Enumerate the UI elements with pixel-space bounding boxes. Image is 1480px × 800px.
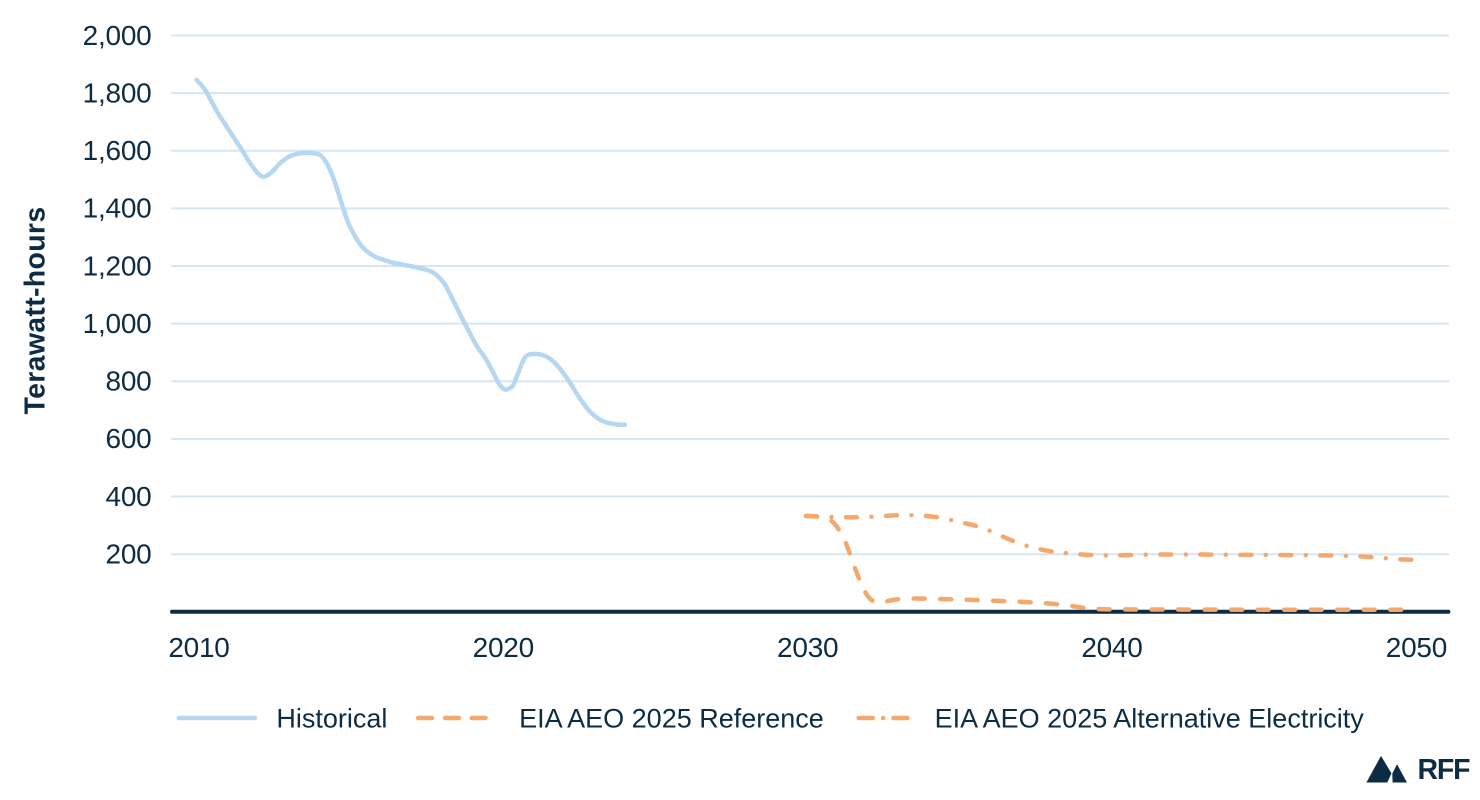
svg-text:1,200: 1,200 [83, 250, 152, 281]
svg-text:EIA AEO 2025 Alternative Elect: EIA AEO 2025 Alternative Electricity [935, 704, 1365, 734]
svg-text:600: 600 [106, 423, 152, 454]
svg-text:400: 400 [106, 481, 152, 512]
svg-text:800: 800 [106, 366, 152, 397]
svg-text:1,600: 1,600 [83, 135, 152, 166]
svg-text:RFF: RFF [1418, 754, 1471, 786]
svg-text:200: 200 [106, 539, 152, 570]
svg-text:2030: 2030 [777, 632, 838, 663]
svg-text:1,800: 1,800 [83, 77, 152, 108]
svg-text:Terawatt-hours: Terawatt-hours [20, 207, 52, 415]
svg-text:2020: 2020 [473, 632, 534, 663]
svg-text:2040: 2040 [1081, 632, 1142, 663]
svg-text:Historical: Historical [276, 704, 387, 734]
svg-text:2010: 2010 [168, 632, 229, 663]
svg-text:1,000: 1,000 [83, 308, 152, 339]
svg-text:2050: 2050 [1386, 632, 1447, 663]
svg-text:2,000: 2,000 [83, 20, 152, 51]
svg-text:EIA AEO 2025 Reference: EIA AEO 2025 Reference [519, 704, 824, 734]
svg-text:1,400: 1,400 [83, 193, 152, 224]
